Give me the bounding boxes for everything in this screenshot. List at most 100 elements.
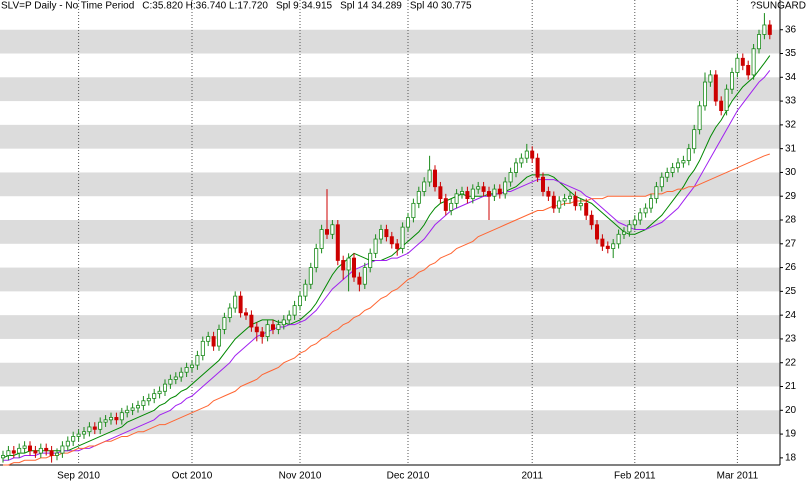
candle-body xyxy=(109,417,114,421)
candle-body xyxy=(76,433,81,437)
candle-body xyxy=(762,24,767,35)
candle-body xyxy=(324,229,329,235)
candle-body xyxy=(638,212,643,221)
x-tick-label: Mar 2011 xyxy=(717,471,759,482)
candle-body xyxy=(454,193,459,204)
candle-body xyxy=(449,202,454,211)
candle-body xyxy=(17,447,22,454)
candle-body xyxy=(38,447,43,454)
candle-body xyxy=(189,364,194,368)
candle-body xyxy=(260,331,265,337)
candle-body xyxy=(211,336,216,347)
candle-body xyxy=(611,243,616,249)
candle-body xyxy=(238,295,243,314)
candle-body xyxy=(130,407,135,411)
legend-entry: Spl 40 30.775 xyxy=(410,1,472,12)
candle-body xyxy=(481,186,486,192)
candle-body xyxy=(114,417,119,421)
candle-body xyxy=(254,326,259,333)
candle-body xyxy=(330,224,335,235)
candle-body xyxy=(519,157,524,164)
candle-body xyxy=(767,24,772,35)
candle-body xyxy=(195,355,200,366)
candle-body xyxy=(730,72,735,90)
candle-body xyxy=(432,169,437,188)
candle-body xyxy=(87,426,92,433)
candle-body xyxy=(486,191,491,197)
candle-body xyxy=(757,34,762,50)
candle-body xyxy=(287,314,292,321)
candle-body xyxy=(524,150,529,159)
candle-body xyxy=(378,229,383,240)
candle-body xyxy=(697,105,702,131)
candle-body xyxy=(751,48,756,76)
candle-body xyxy=(740,57,745,66)
candle-body xyxy=(665,172,670,178)
x-tick-label: 2011 xyxy=(521,471,543,482)
candle-body xyxy=(427,169,432,183)
candle-body xyxy=(303,283,308,297)
y-tick-label: 31 xyxy=(785,143,797,154)
candle-body xyxy=(459,191,464,195)
y-tick-label: 29 xyxy=(785,191,797,202)
y-tick-label: 22 xyxy=(785,357,797,368)
candle-body xyxy=(746,65,751,76)
candle-body xyxy=(173,376,178,380)
candle-body xyxy=(65,440,70,447)
plot-background xyxy=(0,0,783,466)
candle-body xyxy=(135,405,140,409)
candle-body xyxy=(103,419,108,423)
candle-body xyxy=(308,267,313,285)
grid-band xyxy=(0,315,780,339)
candle-body xyxy=(703,81,708,107)
y-tick-label: 33 xyxy=(785,96,797,107)
y-tick-label: 30 xyxy=(785,167,797,178)
legend-entry: Spl 9 34.915 xyxy=(276,1,333,12)
candle-body xyxy=(157,390,162,395)
candle-body xyxy=(578,202,583,207)
candle-body xyxy=(508,172,513,183)
y-tick-label: 32 xyxy=(785,120,797,131)
y-tick-label: 23 xyxy=(785,334,797,345)
candle-body xyxy=(649,198,654,209)
y-tick-label: 36 xyxy=(785,24,797,35)
candle-body xyxy=(443,198,448,211)
candle-body xyxy=(49,450,54,456)
candle-body xyxy=(416,191,421,204)
x-tick-label: Dec 2010 xyxy=(387,471,430,482)
candle-body xyxy=(319,229,324,249)
grid-band xyxy=(0,29,780,54)
candle-body xyxy=(233,295,238,309)
candle-body xyxy=(692,129,697,150)
grid-band xyxy=(0,410,780,435)
candle-body xyxy=(713,74,718,102)
x-tick-label: Oct 2010 xyxy=(172,471,213,482)
candle-body xyxy=(162,383,167,392)
candle-body xyxy=(341,260,346,271)
y-tick-label: 28 xyxy=(785,215,797,226)
candle-body xyxy=(92,426,97,430)
candle-body xyxy=(476,186,481,190)
candle-body xyxy=(179,371,184,378)
candle-body xyxy=(465,191,470,200)
candle-body xyxy=(514,162,519,173)
candle-body xyxy=(44,447,49,452)
candle-body xyxy=(297,295,302,307)
candle-body xyxy=(497,188,502,195)
candle-body xyxy=(270,324,275,330)
candle-body xyxy=(546,191,551,197)
candle-body xyxy=(281,319,286,326)
candle-body xyxy=(141,400,146,406)
y-tick-label: 27 xyxy=(785,238,797,249)
candle-body xyxy=(200,340,205,356)
candle-body xyxy=(411,202,416,219)
ma-line xyxy=(3,153,770,466)
candle-body xyxy=(314,248,319,268)
x-tick-label: Nov 2010 xyxy=(279,471,322,482)
candle-body xyxy=(216,329,221,347)
candle-body xyxy=(438,186,443,200)
candle-body xyxy=(0,455,6,459)
chart-title: SLV=P Daily - No Time Period xyxy=(1,1,134,12)
candle-body xyxy=(422,181,427,192)
